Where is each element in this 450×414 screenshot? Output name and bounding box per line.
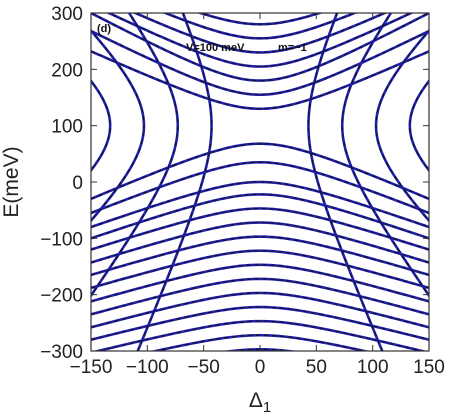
energy-level-lower-12-dashed bbox=[95, 320, 425, 351]
panel-label: (d) bbox=[97, 23, 111, 35]
energy-level-upper-6 bbox=[196, 13, 324, 26]
x-tick-label-2: −50 bbox=[188, 357, 220, 378]
energy-level-lower-0-dashed bbox=[91, 143, 429, 200]
energy-level-side-right-2-dashed bbox=[375, 29, 429, 222]
y-tick-label-2: −100 bbox=[40, 229, 83, 250]
energy-level-upper-4 bbox=[132, 13, 388, 54]
energy-level-lower-6-dashed bbox=[91, 236, 429, 276]
energy-level-upper-0-dashed bbox=[91, 50, 429, 110]
energy-level-upper-5-dashed bbox=[164, 13, 356, 39]
energy-level-side-right-0 bbox=[307, 13, 384, 351]
energy-level-lower-7 bbox=[91, 249, 429, 290]
energy-level-lower-4-dashed bbox=[91, 207, 429, 251]
x-tick-label-1: −100 bbox=[126, 357, 169, 378]
energy-level-lower-8-dashed bbox=[91, 264, 429, 302]
energy-level-lower-9 bbox=[91, 277, 429, 316]
energy-level-upper-3 bbox=[105, 13, 415, 68]
y-axis-label: E(meV) bbox=[0, 146, 23, 217]
energy-level-side-left-2-dashed bbox=[91, 29, 145, 222]
x-tick-label-6: 150 bbox=[413, 357, 445, 378]
energy-level-side-right-3-dashed bbox=[409, 80, 429, 172]
potential-annotation: V=100 meV bbox=[186, 42, 245, 54]
y-tick-label-1: −200 bbox=[40, 286, 83, 307]
y-tick-label-6: 300 bbox=[51, 4, 83, 25]
energy-level-lower-1 bbox=[91, 160, 429, 215]
energy-level-lower-6 bbox=[91, 235, 429, 277]
energy-level-upper-6-dashed bbox=[199, 13, 321, 25]
ticks-group: −150 −100 −50 0 50 100 150 −300 −200 −100 0 100 200 3… bbox=[40, 4, 445, 378]
x-tick-label-5: 100 bbox=[357, 357, 389, 378]
energy-level-lower-0 bbox=[91, 142, 429, 201]
energy-level-lower-10-dashed bbox=[91, 292, 429, 328]
energy-level-side-right-1-dashed bbox=[341, 13, 429, 297]
energy-level-lower-5 bbox=[91, 221, 429, 264]
energy-level-side-left-0 bbox=[136, 13, 213, 351]
y-tick-label-5: 200 bbox=[51, 60, 83, 81]
y-tick-label-3: 0 bbox=[72, 173, 83, 194]
energy-level-lower-4 bbox=[91, 207, 429, 251]
energy-level-side-right-3 bbox=[408, 78, 429, 173]
x-tick-label-4: 50 bbox=[306, 357, 327, 378]
energy-level-lower-8 bbox=[91, 263, 429, 303]
y-tick-label-0: −300 bbox=[40, 342, 83, 363]
energy-level-lower-5-dashed bbox=[91, 222, 429, 264]
energy-level-lower-9-dashed bbox=[91, 278, 429, 315]
x-tick-label-3: 0 bbox=[255, 357, 266, 378]
energy-level-upper-1-dashed bbox=[91, 30, 429, 96]
energy-level-lower-3-dashed bbox=[91, 193, 429, 239]
energy-level-lower-13 bbox=[149, 333, 371, 351]
energy-level-lower-7-dashed bbox=[91, 250, 429, 289]
curves-group bbox=[91, 13, 429, 351]
energy-level-side-left-1-dashed bbox=[91, 13, 179, 297]
energy-level-upper-1 bbox=[91, 29, 429, 96]
energy-level-lower-1-dashed bbox=[91, 161, 429, 214]
x-axis-label: Δ1 bbox=[249, 389, 271, 414]
y-tick-label-4: 100 bbox=[51, 117, 83, 138]
x-tick-label-0: −150 bbox=[70, 357, 113, 378]
m-annotation: m=−1 bbox=[278, 42, 307, 54]
energy-level-upper-4-dashed bbox=[134, 13, 386, 53]
